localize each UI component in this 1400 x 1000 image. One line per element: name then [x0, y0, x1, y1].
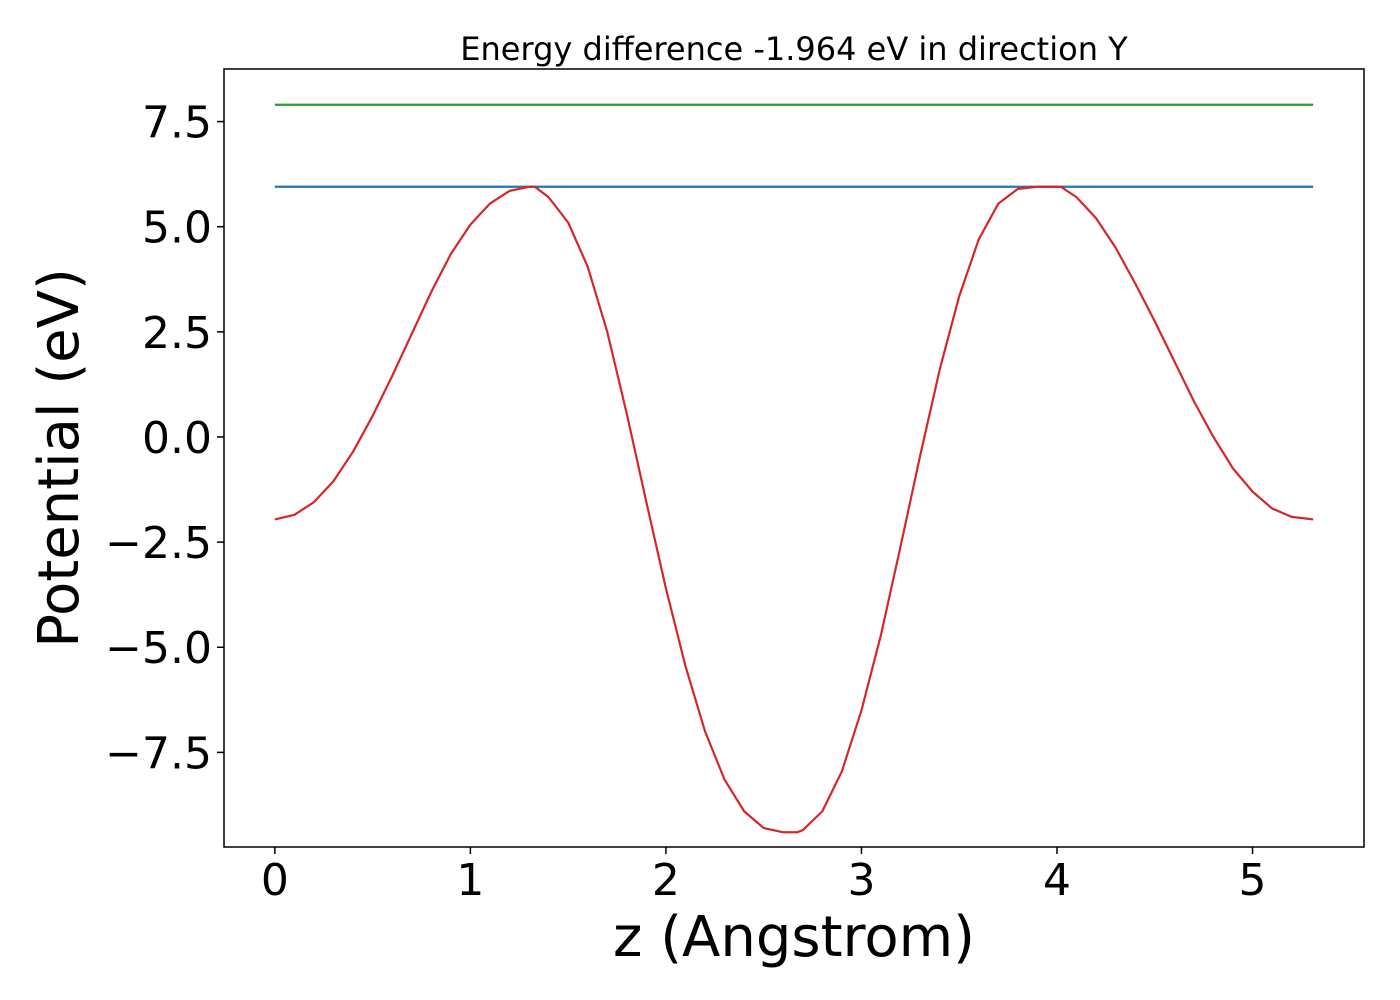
x-tick-label: 1 — [456, 855, 484, 906]
x-axis-ticks: 0 1 2 3 4 5 — [261, 847, 1267, 906]
y-axis-ticks: −7.5 −5.0 −2.5 0.0 2.5 5.0 7.5 — [105, 98, 224, 779]
series-layer — [274, 103, 1314, 834]
y-tick-label: 5.0 — [142, 203, 212, 254]
y-tick-label: 0.0 — [142, 413, 212, 464]
y-tick-label: −7.5 — [105, 728, 212, 779]
x-tick-label: 0 — [261, 855, 289, 906]
x-tick-label: 5 — [1239, 855, 1267, 906]
y-tick-label: 7.5 — [142, 98, 212, 149]
plot-frame — [223, 68, 1365, 848]
y-tick-label: 2.5 — [142, 308, 212, 359]
chart-title: Energy difference -1.964 eV in direction… — [460, 30, 1128, 68]
x-tick-label: 3 — [847, 855, 875, 906]
y-tick-label: −5.0 — [105, 623, 212, 674]
x-tick-label: 2 — [652, 855, 680, 906]
y-axis-label: Potential (eV) — [27, 268, 92, 648]
x-tick-label: 4 — [1043, 855, 1071, 906]
x-axis-label: z (Angstrom) — [613, 905, 975, 970]
y-tick-label: −2.5 — [105, 518, 212, 569]
series-line-0 — [274, 185, 1314, 834]
